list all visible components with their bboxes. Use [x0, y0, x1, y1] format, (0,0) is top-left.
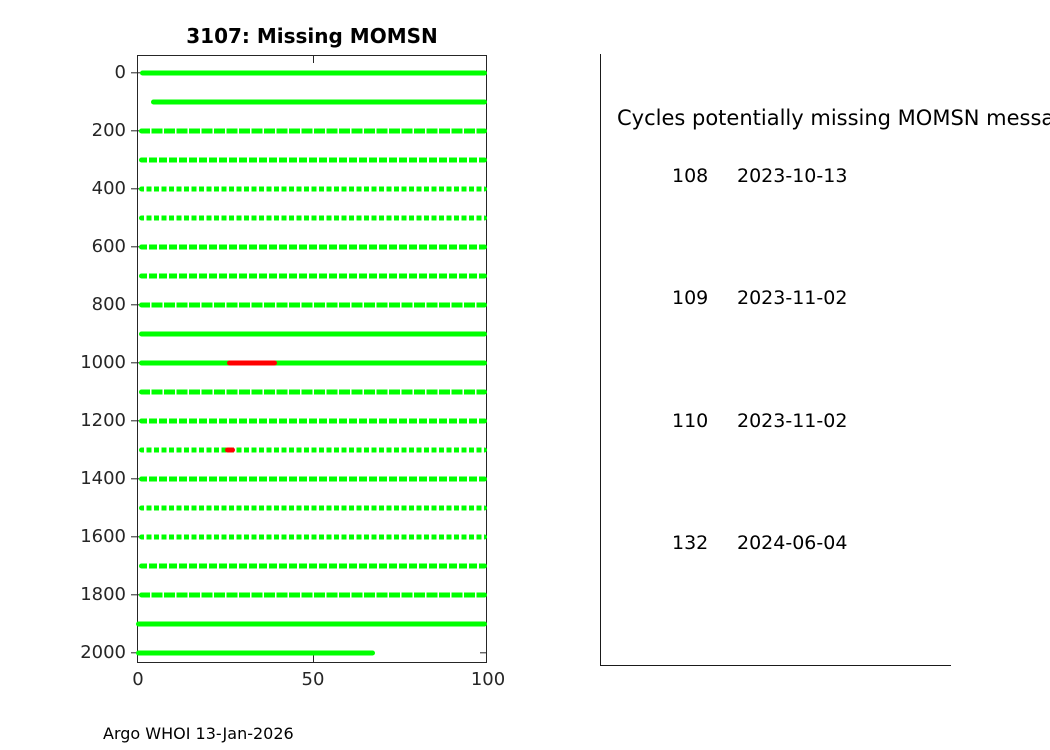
profile-line-y1200	[139, 418, 487, 424]
x-tick-mark-top	[313, 56, 315, 63]
profile-line-y900	[139, 331, 487, 337]
profile-line-y1900	[135, 621, 487, 627]
missing-momsn-segment-y1000	[226, 360, 277, 366]
y-tick-label: 600	[91, 236, 126, 257]
figure-footer-text: Argo WHOI 13-Jan-2026	[103, 724, 294, 743]
y-tick-label: 800	[91, 294, 126, 315]
y-tick-mark	[131, 304, 144, 306]
plot-title: 3107: Missing MOMSN	[186, 24, 438, 48]
y-tick-mark	[131, 130, 144, 132]
profile-line-y1700	[139, 563, 487, 569]
x-tick-label: 50	[301, 669, 325, 690]
profile-line-y300	[139, 157, 487, 163]
profile-line-y1600	[139, 534, 487, 540]
cycle-date: 2023-10-13	[737, 165, 848, 188]
profile-line-y600	[139, 244, 487, 250]
profile-line-y1800	[139, 592, 487, 598]
profile-line-y1300	[139, 447, 487, 453]
y-tick-label: 1200	[80, 410, 126, 431]
side-panel-heading: Cycles potentially missing MOMSN messa	[617, 106, 1050, 130]
y-tick-mark	[131, 72, 144, 74]
cycle-list-row: 110 2023-11-02	[672, 410, 847, 432]
cycle-list-row: 108 2023-10-13	[672, 165, 847, 187]
cycle-list-row: 132 2024-06-04	[672, 532, 847, 554]
y-tick-label: 0	[114, 62, 126, 83]
missing-momsn-segment-y1300	[225, 447, 235, 453]
y-tick-mark	[131, 362, 144, 364]
y-tick-mark	[131, 246, 144, 248]
y-tick-mark	[131, 478, 144, 480]
y-tick-mark	[131, 420, 144, 422]
y-tick-label: 400	[91, 178, 126, 199]
y-tick-label: 2000	[80, 642, 126, 663]
cycle-date: 2023-11-02	[737, 287, 848, 310]
profile-line-y800	[139, 302, 487, 308]
cycle-number: 132	[672, 531, 709, 554]
profile-line-y1000	[139, 360, 487, 366]
profile-line-y1400	[139, 476, 487, 482]
y-tick-mark	[131, 536, 144, 538]
side-panel-left-spine	[600, 54, 601, 665]
cycle-number: 110	[672, 409, 709, 432]
cycle-date: 2024-06-04	[737, 531, 848, 554]
y-tick-mark	[131, 594, 144, 596]
side-panel-bottom-spine	[600, 665, 951, 666]
profile-line-y1100	[139, 389, 487, 395]
profile-line-y500	[139, 215, 487, 221]
profile-line-y700	[139, 273, 487, 279]
cycle-date: 2023-11-02	[737, 409, 848, 432]
profile-line-y100	[151, 99, 487, 105]
y-tick-mark	[131, 188, 144, 190]
y-tick-label: 1600	[80, 526, 126, 547]
y-tick-label: 1800	[80, 584, 126, 605]
cycle-list-row: 109 2023-11-02	[672, 287, 847, 309]
x-tick-mark-bottom	[313, 655, 315, 662]
y-tick-mark-right	[480, 652, 486, 654]
profile-line-y0	[140, 70, 487, 76]
profile-line-y1500	[139, 505, 487, 511]
x-tick-label: 100	[470, 669, 506, 690]
cycle-number: 108	[672, 165, 709, 188]
plot-axes: 0 200 400 600 800 1000 1200 1400 1600 1800 2000 0 50…	[80, 55, 505, 689]
profile-line-y200	[139, 128, 487, 134]
x-tick-label: 0	[132, 669, 144, 690]
profile-line-y2000	[135, 650, 375, 656]
y-tick-label: 1000	[80, 352, 126, 373]
profile-line-y400	[139, 186, 487, 192]
cycle-number: 109	[672, 287, 709, 310]
y-tick-label: 200	[91, 120, 126, 141]
y-tick-label: 1400	[80, 468, 126, 489]
